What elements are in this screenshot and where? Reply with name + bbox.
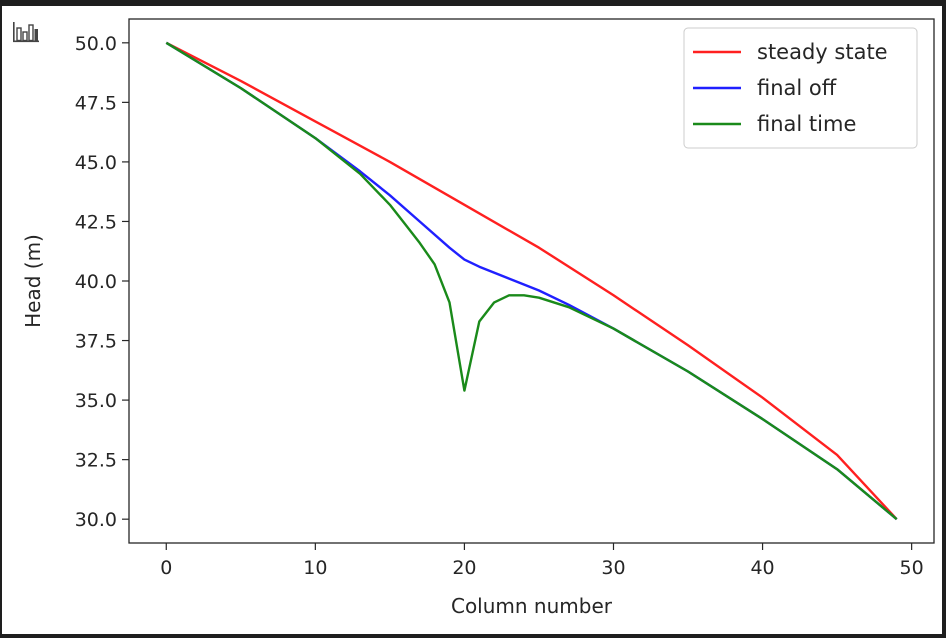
x-axis: 0 10 20 30 40 50	[160, 543, 924, 579]
legend-label: steady state	[757, 40, 888, 64]
legend: steady state final off final time	[683, 27, 918, 149]
x-tick-label: 30	[601, 557, 625, 579]
legend-label: final off	[757, 76, 837, 100]
x-tick-label: 50	[900, 557, 924, 579]
legend-label: final time	[757, 112, 856, 136]
y-tick-label: 50.0	[75, 33, 117, 55]
figure-canvas: 0 10 20 30 40 50 30.0 32.5 35.0 37.5 40.0 42.5 45.0…	[2, 6, 942, 634]
y-tick-label: 42.5	[75, 211, 117, 233]
y-tick-label: 32.5	[75, 450, 117, 472]
line-chart: 0 10 20 30 40 50 30.0 32.5 35.0 37.5 40.0 42.5 45.0…	[21, 18, 935, 618]
y-tick-label: 45.0	[75, 152, 117, 174]
y-tick-label: 40.0	[75, 271, 117, 293]
x-tick-label: 20	[452, 557, 476, 579]
y-axis-label: Head (m)	[21, 234, 45, 328]
x-tick-label: 10	[303, 557, 327, 579]
series-line-final-time	[165, 41, 898, 521]
y-tick-label: 47.5	[75, 92, 117, 114]
bar-chart-icon[interactable]	[12, 20, 40, 44]
y-tick-label: 30.0	[75, 509, 117, 531]
legend-box	[683, 27, 918, 149]
series-line-steady-state	[165, 41, 898, 521]
x-tick-label: 0	[160, 557, 172, 579]
y-tick-label: 37.5	[75, 331, 117, 353]
x-axis-label: Column number	[451, 594, 613, 618]
y-axis: 30.0 32.5 35.0 37.5 40.0 42.5 45.0 47.5 50.0	[75, 33, 129, 531]
y-tick-label: 35.0	[75, 390, 117, 412]
series-layer	[165, 41, 898, 521]
x-tick-label: 40	[750, 557, 774, 579]
